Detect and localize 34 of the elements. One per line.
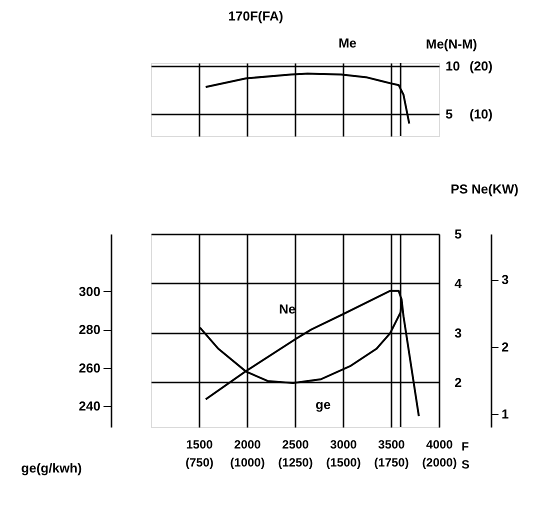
y2-axis-title: PS Ne(KW) [450,182,518,196]
x2-tick-label: (750) [185,456,214,470]
x2-tick-label: (1500) [326,456,361,470]
y-tick-label: 280 [78,322,100,338]
y3-tick-label: 3 [502,272,509,288]
x-tick-label: 1500 [186,438,214,452]
y-tick-label: 10 [446,58,460,74]
series-label: ge [315,397,331,412]
y2-tick-label: (10) [470,106,493,122]
y2-tick-label: 2 [454,374,462,390]
x2-tick-label: (2000) [422,456,457,470]
y2-tick-label: 3 [454,325,462,340]
series-label: Ne [279,302,296,317]
y-tick-label: 300 [78,284,100,299]
y-axis-title: ge(g/kwh) [21,460,82,476]
chart-title: 170F(FA) [228,8,284,24]
y2-tick-label: 4 [454,276,462,291]
x-tick-label: 3500 [378,438,406,452]
y3-tick-label: 2 [502,339,509,354]
y2-tick-label: (20) [470,58,493,74]
y-axis-title: Me(N-M) [426,36,478,52]
x2-tick-label: (1250) [278,456,313,470]
x2-tick-label: (1000) [230,456,265,470]
x-tick-label: 4000 [426,438,454,452]
x2-tick-label: (1750) [374,456,409,470]
series-label: Me [338,36,357,51]
x-tick-label: 3000 [330,438,358,452]
y-tick-label: 260 [78,360,100,376]
x-tick-label: 2500 [282,438,310,452]
x-tick-label: 2000 [234,438,262,452]
y3-tick-label: 1 [502,406,509,422]
y-tick-label: 240 [78,398,100,414]
x-axis-title: F [462,440,469,454]
x2-axis-title: S [462,458,470,472]
